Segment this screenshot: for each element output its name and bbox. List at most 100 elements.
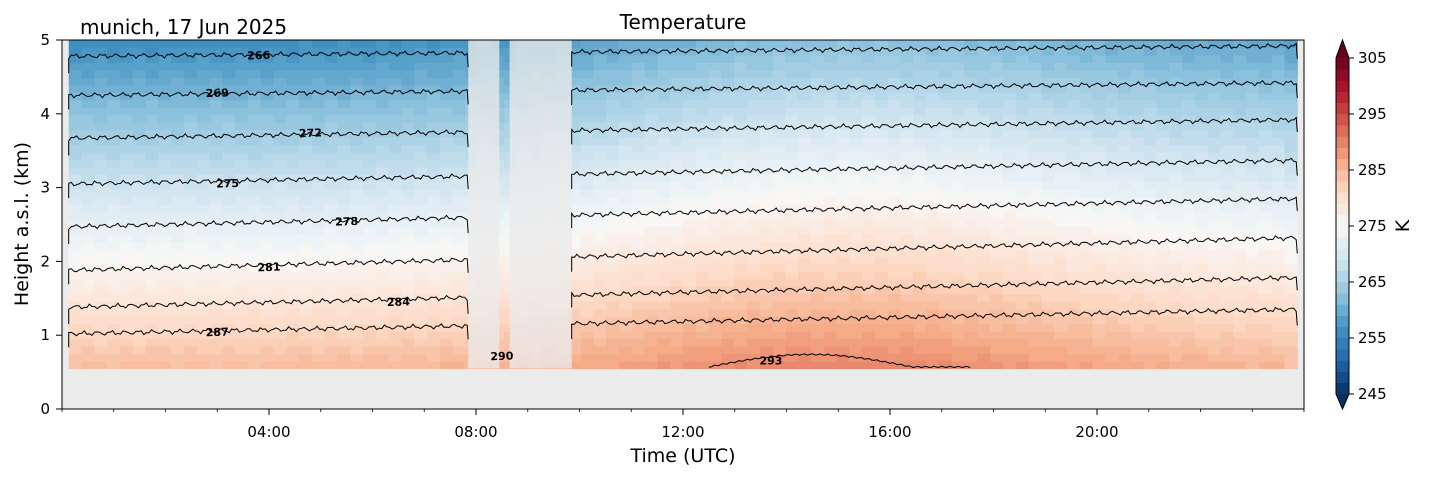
heatmap-cell xyxy=(1169,241,1183,250)
heatmap-cell xyxy=(1028,129,1042,138)
heatmap-cell xyxy=(273,346,287,355)
heatmap-cell xyxy=(119,189,134,198)
heatmap-cell xyxy=(990,151,1004,161)
heatmap-cell xyxy=(631,107,646,116)
heatmap-cell xyxy=(1143,286,1158,295)
heatmap-cell xyxy=(849,166,863,175)
heatmap-cell xyxy=(619,211,633,220)
heatmap-cell xyxy=(874,129,889,138)
heatmap-cell xyxy=(439,181,454,190)
heatmap-cell xyxy=(631,84,646,93)
heatmap-cell xyxy=(1220,189,1234,198)
heatmap-cell xyxy=(1143,181,1158,190)
heatmap-cell xyxy=(631,226,646,235)
heatmap-cell xyxy=(286,92,300,101)
heatmap-cell xyxy=(606,137,620,146)
heatmap-cell xyxy=(388,263,403,272)
heatmap-cell xyxy=(785,226,799,235)
heatmap-cell xyxy=(836,122,850,131)
heatmap-cell xyxy=(1105,174,1119,183)
heatmap-cell xyxy=(363,353,377,362)
heatmap-cell xyxy=(439,84,454,93)
heatmap-cell xyxy=(990,181,1004,190)
x-tick-label: 08:00 xyxy=(454,423,497,441)
heatmap-cell xyxy=(260,129,275,138)
heatmap-cell xyxy=(337,278,351,287)
heatmap-cell xyxy=(375,278,390,287)
heatmap-cell xyxy=(337,174,351,183)
heatmap-cell xyxy=(772,107,786,116)
heatmap-cell xyxy=(670,196,684,205)
heatmap-cell xyxy=(900,84,914,93)
heatmap-cell xyxy=(452,226,467,235)
heatmap-cell xyxy=(580,189,595,198)
heatmap-cell xyxy=(427,211,441,220)
heatmap-cell xyxy=(1143,271,1158,280)
heatmap-cell xyxy=(1182,62,1196,71)
contour-line xyxy=(571,306,1298,339)
heatmap-cell xyxy=(311,196,326,205)
heatmap-cell xyxy=(990,137,1004,146)
heatmap-cell xyxy=(900,234,914,243)
heatmap-cell xyxy=(350,129,364,138)
heatmap-cell xyxy=(836,241,850,250)
heatmap-cell xyxy=(81,316,95,325)
heatmap-cell xyxy=(580,69,595,78)
heatmap-cell xyxy=(1092,181,1106,190)
heatmap-cell xyxy=(1169,151,1183,161)
heatmap-cell xyxy=(785,144,799,153)
heatmap-cell xyxy=(759,122,774,131)
heatmap-cell xyxy=(887,137,902,146)
heatmap-cell xyxy=(862,248,876,258)
heatmap-cell xyxy=(951,54,966,63)
heatmap-cell xyxy=(1130,331,1145,340)
heatmap-cell xyxy=(926,353,940,362)
heatmap-cell xyxy=(1079,204,1094,213)
heatmap-cell xyxy=(183,69,198,78)
heatmap-cell xyxy=(657,248,671,258)
heatmap-cell xyxy=(964,323,978,332)
heatmap-cell xyxy=(887,286,902,295)
heatmap-cell xyxy=(631,346,646,355)
heatmap-cell xyxy=(670,360,684,370)
heatmap-cell xyxy=(247,293,262,302)
heatmap-cell xyxy=(759,234,774,243)
heatmap-cell xyxy=(1258,77,1273,86)
heatmap-cell xyxy=(567,129,582,138)
heatmap-cell xyxy=(324,84,339,93)
heatmap-cell xyxy=(977,189,991,198)
heatmap-cell xyxy=(1233,107,1247,116)
heatmap-cell xyxy=(938,338,953,347)
heatmap-cell xyxy=(567,99,582,108)
heatmap-cell xyxy=(900,129,914,138)
heatmap-cell xyxy=(145,189,159,198)
heatmap-cell xyxy=(874,137,889,146)
heatmap-cell xyxy=(324,234,339,243)
heatmap-cell xyxy=(209,92,223,101)
heatmap-cell xyxy=(158,293,172,302)
heatmap-cell xyxy=(1041,248,1055,258)
heatmap-cell xyxy=(1002,323,1017,332)
heatmap-cell xyxy=(286,278,300,287)
heatmap-cell xyxy=(619,353,633,362)
heatmap-cell xyxy=(1220,114,1234,123)
heatmap-cell xyxy=(94,47,108,56)
heatmap-cell xyxy=(375,219,390,228)
heatmap-cell xyxy=(798,69,812,78)
heatmap-cell xyxy=(1143,62,1158,71)
heatmap-cell xyxy=(171,248,185,258)
heatmap-cell xyxy=(926,77,940,86)
heatmap-cell xyxy=(119,54,134,63)
heatmap-cell xyxy=(798,256,812,265)
heatmap-cell xyxy=(375,122,390,131)
heatmap-cell xyxy=(772,62,786,71)
heatmap-cell xyxy=(363,316,377,325)
heatmap-cell xyxy=(1028,308,1042,317)
heatmap-cell xyxy=(235,196,249,205)
heatmap-cell xyxy=(363,211,377,220)
heatmap-cell xyxy=(375,331,390,340)
heatmap-cell xyxy=(619,226,633,235)
heatmap-cell xyxy=(1284,226,1298,235)
heatmap-cell xyxy=(132,151,147,161)
heatmap-cell xyxy=(823,271,838,280)
